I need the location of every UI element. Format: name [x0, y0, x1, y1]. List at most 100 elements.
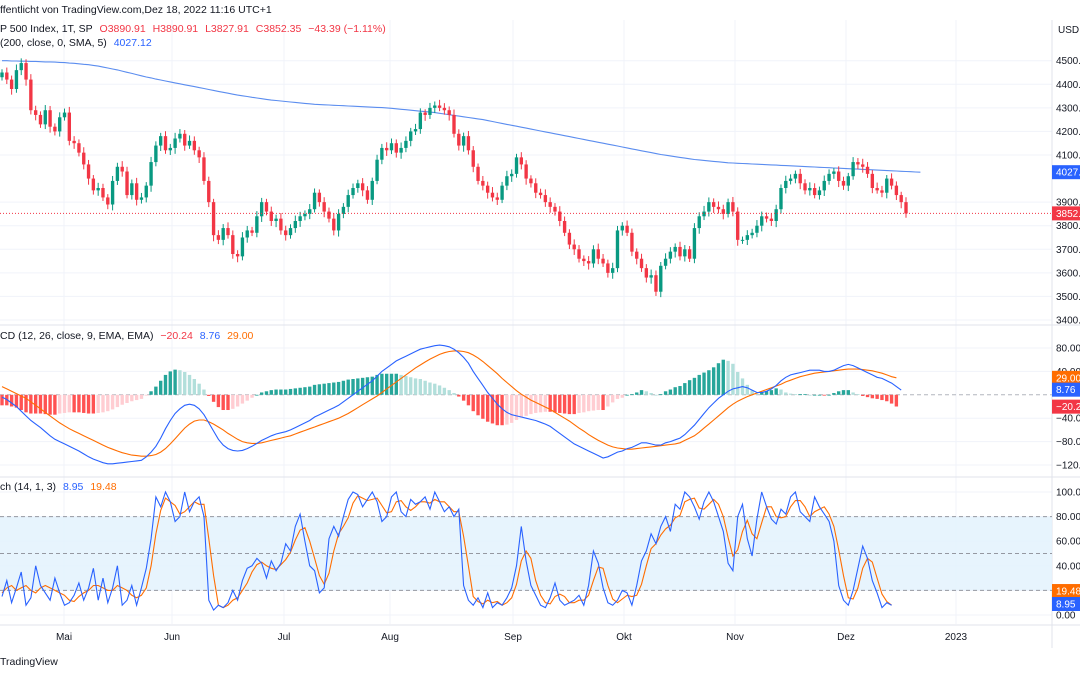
- sma-legend[interactable]: (200, close, 0, SMA, 5) 4027.12: [0, 37, 156, 50]
- macd-hist-bar-170: [817, 394, 822, 396]
- high-value: H3890.91: [152, 23, 199, 35]
- candle-body-124: [596, 249, 600, 259]
- candle-body-68: [327, 211, 331, 219]
- macd-hist-bar-45: [216, 394, 221, 408]
- candle-body-138: [663, 258, 668, 266]
- stoch-d-tag: [1052, 584, 1080, 599]
- macd-hist-bar-175: [841, 390, 846, 395]
- macd-hist-bar-69: [332, 382, 336, 395]
- macd-tick-label-3: −80.00: [1056, 437, 1080, 448]
- macd-hist-bar-11: [53, 394, 57, 415]
- candle-body-14: [67, 112, 72, 141]
- stoch-tick-label-2: 60.00: [1056, 537, 1080, 548]
- macd-hist-bar-2: [9, 394, 14, 407]
- candle-body-28: [134, 183, 139, 200]
- macd-hist-bar-150: [721, 359, 725, 395]
- candle-body-66: [317, 192, 322, 203]
- price-candles: [0, 58, 908, 298]
- macd-tick-label-4: −120.00: [1056, 461, 1080, 472]
- macd-hist-bar-132: [635, 392, 639, 395]
- candle-body-107: [514, 157, 519, 174]
- candle-body-111: [534, 183, 538, 193]
- candle-body-113: [543, 195, 548, 203]
- candle-body-18: [86, 164, 91, 179]
- macd-hist-bar-21: [101, 394, 105, 413]
- macd-hist-bar-57: [274, 389, 278, 395]
- macd-hist-bar-46: [221, 394, 225, 411]
- macd-hist-bar-65: [312, 384, 317, 395]
- candle-body-132: [635, 251, 639, 259]
- macd-hist-tag: [1052, 399, 1080, 414]
- macd-hist-bar-115: [553, 394, 557, 413]
- macd-hist-bar-3: [14, 394, 19, 408]
- macd-hist-bar-4: [19, 394, 23, 411]
- macd-hist-bar-159: [764, 391, 769, 395]
- macd-hist-bar-79: [380, 373, 384, 395]
- candle-body-163: [784, 180, 788, 188]
- candle-body-10: [48, 110, 52, 127]
- macd-hist-bar-58: [279, 389, 283, 395]
- candle-body-8: [38, 114, 43, 125]
- macd-hist-bar-84: [404, 376, 408, 395]
- macd-hist-bar-48: [231, 394, 235, 409]
- candle-body-174: [836, 171, 841, 181]
- macd-hist-bar-71: [341, 380, 346, 395]
- macd-hist-bar-52: [250, 394, 254, 398]
- brand-footer[interactable]: TradingView: [0, 656, 58, 668]
- price-axis[interactable]: USD 4500.00 4400.00 4300.00 4200.00 4100.00 39…: [1052, 25, 1080, 622]
- candle-body-17: [82, 152, 86, 165]
- change-value: −43.39 (−1.11%): [308, 23, 386, 35]
- candle-body-6: [29, 79, 33, 111]
- candle-body-114: [548, 202, 552, 207]
- candle-body-157: [755, 225, 759, 233]
- time-label-6: Nov: [726, 632, 744, 643]
- stoch-d-tag-text: 19.48: [1056, 587, 1080, 598]
- candle-body-146: [702, 211, 706, 217]
- macd-hist-bar-181: [870, 394, 875, 399]
- macd-hist-bar-80: [384, 373, 389, 395]
- candle-body-43: [207, 180, 211, 203]
- time-label-8: 2023: [945, 632, 968, 643]
- macd-hist-bar-44: [211, 394, 216, 402]
- macd-hist-bar-31: [149, 391, 153, 395]
- candle-body-81: [389, 143, 394, 151]
- candle-body-112: [538, 192, 543, 196]
- candle-body-51: [245, 230, 249, 238]
- macd-hist-bar-78: [375, 374, 379, 395]
- macd-hist-bar-67: [322, 383, 326, 395]
- macd-hist-bar-140: [673, 387, 677, 395]
- macd-hist-bar-102: [490, 394, 495, 424]
- time-axis[interactable]: Mai Jun Jul Aug Sep Okt Nov Dez 2023: [56, 632, 968, 643]
- macd-legend[interactable]: CD (12, 26, close, 9, EMA, EMA) −20.24 8…: [0, 330, 257, 343]
- candle-body-115: [553, 206, 557, 212]
- macd-hist-bar-151: [726, 360, 730, 395]
- macd-hist-bar-43: [207, 394, 211, 396]
- macd-hist-bar-124: [596, 394, 600, 411]
- candle-body-31: [149, 162, 153, 186]
- candle-body-103: [495, 197, 499, 200]
- macd-hist-bar-180: [865, 394, 870, 398]
- candle-body-52: [250, 230, 254, 233]
- candle-body-101: [485, 185, 490, 193]
- macd-hist-bar-158: [760, 392, 764, 395]
- sma-value: 4027.12: [113, 37, 152, 49]
- candle-body-164: [788, 178, 793, 181]
- candle-body-74: [356, 183, 360, 188]
- macd-hist-bar-141: [678, 386, 682, 395]
- candle-body-108: [519, 157, 524, 165]
- candle-body-46: [221, 228, 225, 240]
- macd-hist-bar-179: [861, 394, 865, 396]
- sma-line: [2, 60, 921, 173]
- macd-hist-bar-76: [365, 377, 370, 395]
- macd-hist-bar-54: [259, 392, 264, 395]
- ohlc-legend[interactable]: P 500 Index, 1T, SP O3890.91 H3890.91 L3…: [0, 23, 390, 36]
- candle-body-41: [197, 150, 201, 158]
- macd-hist-bar-14: [67, 394, 72, 413]
- candle-body-85: [409, 131, 413, 141]
- stoch-legend[interactable]: ch (14, 1, 3) 8.95 19.48: [0, 481, 121, 494]
- macd-hist-bar-62: [298, 387, 302, 395]
- candle-body-92: [442, 107, 447, 111]
- candle-body-69: [332, 218, 336, 231]
- macd-hist-bar-116: [558, 394, 562, 413]
- time-label-1: Jun: [164, 632, 180, 643]
